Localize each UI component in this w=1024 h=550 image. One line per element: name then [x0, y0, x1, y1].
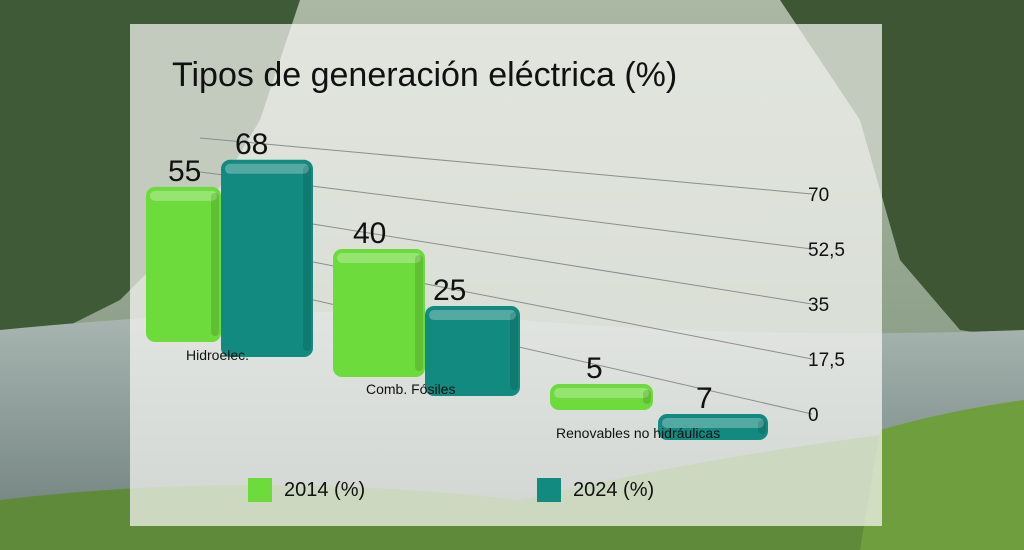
bar-1-1-shade: [510, 312, 518, 390]
bar-1-1-highlight: [429, 310, 516, 320]
bar-0-0: [146, 186, 221, 342]
legend-item-2014: 2014 (%): [248, 478, 365, 502]
bar-1-0-shade: [415, 255, 423, 371]
bar-0-0-shade: [211, 192, 219, 336]
category-label: Hidroelec.: [186, 347, 249, 363]
bar-0-1-shade: [303, 165, 311, 351]
data-label: 7: [696, 382, 713, 415]
bar-2-1: [658, 414, 768, 440]
bar-2-1-shade: [758, 420, 766, 434]
bar-2-1-highlight: [662, 418, 764, 428]
y-tick-label: 35: [808, 295, 829, 316]
legend-swatch-2014: [248, 478, 272, 502]
data-label: 5: [586, 352, 603, 385]
bar-1-1-body: [425, 306, 520, 396]
chart-title: Tipos de generación eléctrica (%): [172, 56, 678, 94]
bar-1-0: [333, 249, 425, 377]
y-tick-label: 0: [808, 405, 819, 426]
legend-label-2024: 2024 (%): [573, 478, 655, 501]
category-label: Comb. Fósiles: [366, 381, 455, 397]
y-tick-label: 17,5: [808, 350, 845, 371]
bar-2-0-body: [550, 384, 653, 410]
y-tick-label: 70: [808, 185, 829, 206]
legend-swatch-2024: [537, 478, 561, 502]
y-tick-label: 52,5: [808, 240, 845, 261]
bar-1-1: [425, 306, 520, 396]
bar-0-1-body: [221, 159, 313, 357]
bar-0-1: [221, 159, 313, 357]
data-label: 55: [168, 155, 201, 188]
bar-0-0-body: [146, 186, 221, 342]
bar-1-0-highlight: [337, 253, 421, 263]
category-label: Renovables no hidráulicas: [556, 425, 720, 441]
legend-label-2014: 2014 (%): [284, 478, 366, 501]
data-label: 40: [353, 217, 386, 250]
bar-0-0-highlight: [150, 190, 217, 201]
bar-1-0-body: [333, 249, 425, 377]
bar-2-0: [550, 384, 653, 410]
data-label: 25: [433, 274, 466, 307]
data-label: 68: [235, 128, 268, 161]
category-labels: Hidroelec. Comb. Fósiles Renovables no hid…: [186, 347, 720, 441]
bar-2-1-body: [658, 414, 768, 440]
bars: 55 68 40 25 5 7: [146, 128, 768, 440]
y-axis-ticks: 0 17,5 35 52,5 70: [808, 185, 845, 426]
gridline: [199, 137, 813, 195]
bar-0-1-highlight: [225, 163, 309, 174]
bar-2-0-shade: [643, 390, 651, 404]
legend-item-2024: 2024 (%): [537, 478, 654, 502]
bar-2-0-highlight: [554, 388, 649, 398]
